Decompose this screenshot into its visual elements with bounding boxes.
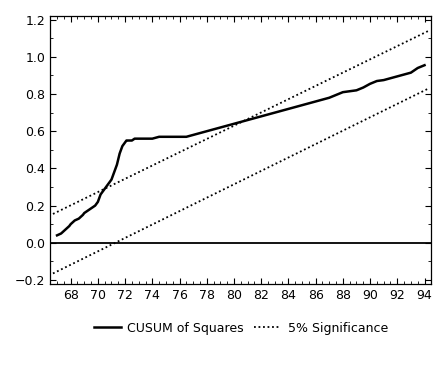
CUSUM of Squares (422, 63, 427, 68)
5% Significance (273, 103, 278, 108)
Line: 5% Significance: 5% Significance (53, 31, 429, 214)
5% Significance (367, 57, 372, 62)
5% Significance (426, 28, 431, 33)
CUSUM of Squares (103, 185, 109, 189)
CUSUM of Squares (132, 136, 137, 141)
5% Significance (391, 46, 396, 50)
5% Significance (274, 103, 279, 107)
CUSUM of Squares (54, 233, 60, 238)
CUSUM of Squares (109, 177, 114, 182)
Legend: CUSUM of Squares, 5% Significance: CUSUM of Squares, 5% Significance (89, 317, 393, 340)
Line: CUSUM of Squares: CUSUM of Squares (57, 65, 425, 235)
5% Significance (280, 100, 285, 104)
5% Significance (50, 212, 56, 216)
CUSUM of Squares (299, 103, 305, 108)
CUSUM of Squares (108, 179, 113, 184)
5% Significance (52, 211, 57, 215)
CUSUM of Squares (313, 99, 319, 104)
